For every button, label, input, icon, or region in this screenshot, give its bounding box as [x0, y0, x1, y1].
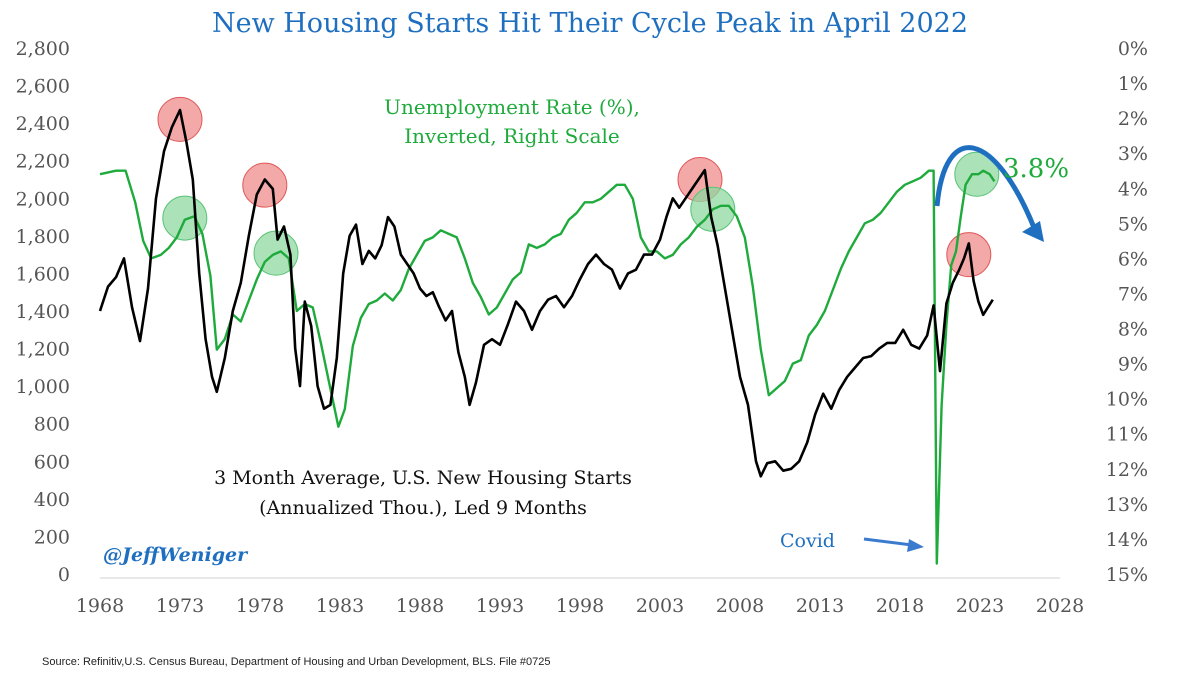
right-tick-label: 10%	[1106, 389, 1148, 411]
housing-label-line2: (Annualized Thou.), Led 9 Months	[259, 497, 587, 519]
left-tick-label: 200	[34, 526, 70, 548]
x-tick-label: 1968	[76, 595, 124, 617]
left-tick-label: 2,400	[16, 113, 70, 135]
right-tick-label: 6%	[1118, 248, 1148, 270]
x-tick-label: 1973	[156, 595, 204, 617]
left-tick-label: 2,000	[16, 188, 70, 210]
left-tick-label: 2,800	[16, 38, 70, 60]
author-handle: @JeffWeniger	[103, 544, 249, 566]
housing-starts-line	[98, 108, 994, 478]
right-tick-label: 9%	[1118, 354, 1148, 376]
x-tick-label: 2023	[956, 595, 1004, 617]
source-note: Source: Refinitiv,U.S. Census Bureau, De…	[42, 656, 551, 668]
housing-peak-2022-marker	[946, 232, 992, 278]
right-axis: 0% 1% 2% 3% 4% 5% 6% 7% 8% 9% 10% 11% 12% 13% 14% 15%	[1106, 38, 1148, 586]
right-tick-label: 13%	[1106, 494, 1148, 516]
right-tick-label: 3%	[1118, 143, 1148, 165]
right-tick-label: 2%	[1118, 108, 1148, 130]
chart-title: New Housing Starts Hit Their Cycle Peak …	[212, 8, 968, 39]
left-tick-label: 1,200	[16, 339, 70, 361]
unemployment-rate-line	[99, 169, 996, 565]
left-tick-label: 400	[34, 489, 70, 511]
left-axis: 0 200 400 600 800 1,000 1,200 1,400 1,600 1,800 2,…	[16, 38, 70, 586]
x-tick-label: 2008	[716, 595, 764, 617]
x-tick-label: 1998	[556, 595, 604, 617]
right-tick-label: 11%	[1106, 424, 1148, 446]
x-tick-label: 2028	[1036, 595, 1084, 617]
x-tick-label: 1978	[236, 595, 284, 617]
left-tick-label: 1,000	[16, 376, 70, 398]
left-tick-label: 800	[34, 414, 70, 436]
unemployment-low-1973-marker	[162, 195, 208, 241]
unemployment-label-line1: Unemployment Rate (%),	[384, 95, 640, 119]
left-tick-label: 1,600	[16, 263, 70, 285]
left-tick-label: 2,200	[16, 151, 70, 173]
left-tick-label: 1,400	[16, 301, 70, 323]
x-tick-label: 2018	[876, 595, 924, 617]
housing-peak-1978-marker	[242, 162, 288, 208]
right-tick-label: 4%	[1118, 178, 1148, 200]
covid-arrow-head	[907, 539, 924, 552]
left-tick-label: 0	[58, 564, 70, 586]
unemployment-value-label: 3.8%	[1003, 154, 1069, 184]
forecast-arrow-head	[1022, 221, 1044, 242]
x-tick-label: 1993	[476, 595, 524, 617]
right-tick-label: 7%	[1118, 283, 1148, 305]
left-tick-label: 600	[34, 451, 70, 473]
housing-peak-1973-marker	[157, 96, 203, 142]
x-tick-label: 1983	[316, 595, 364, 617]
right-tick-label: 8%	[1118, 319, 1148, 341]
forecast-arrow-curve	[934, 145, 1038, 231]
left-tick-label: 1,800	[16, 226, 70, 248]
series-lines	[98, 108, 996, 565]
x-tick-label: 2013	[796, 595, 844, 617]
right-tick-label: 0%	[1118, 38, 1148, 60]
right-tick-label: 12%	[1106, 459, 1148, 481]
housing-label-line1: 3 Month Average, U.S. New Housing Starts	[214, 467, 632, 489]
right-tick-label: 14%	[1106, 529, 1148, 551]
x-tick-label: 2003	[636, 595, 684, 617]
covid-label: Covid	[780, 530, 835, 552]
unemployment-label-line2: Inverted, Right Scale	[404, 124, 619, 148]
left-tick-label: 2,600	[16, 76, 70, 98]
right-tick-label: 1%	[1118, 73, 1148, 95]
right-tick-label: 15%	[1106, 564, 1148, 586]
covid-arrow-shaft	[863, 537, 913, 547]
right-tick-label: 5%	[1118, 213, 1148, 235]
x-axis: 1968 1973 1978 1983 1988 1993 1998 2003 2008 2013…	[76, 595, 1084, 617]
x-tick-label: 1988	[396, 595, 444, 617]
